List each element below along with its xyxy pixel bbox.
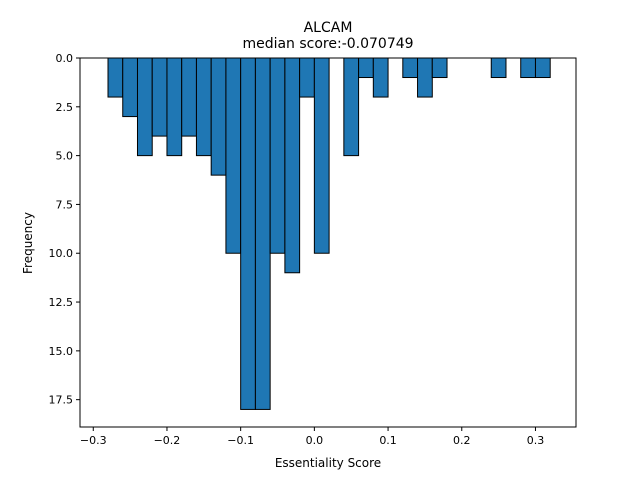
plot-frame — [79, 57, 577, 428]
y-tick-label: 7.5 — [56, 198, 74, 211]
histogram-bar — [490, 57, 507, 79]
histogram-bar — [520, 57, 536, 79]
y-axis-ticks: 0.0 2.5 5.0 7.5 10.0 12.5 15.0 17.5 — [49, 52, 80, 407]
y-tick-label: 12.5 — [49, 296, 74, 309]
histogram-bar — [358, 57, 374, 79]
histogram-bar — [240, 57, 256, 410]
histogram-bar — [181, 57, 197, 137]
histogram-bar — [166, 57, 183, 157]
histogram-bar — [299, 57, 315, 98]
x-tick-label: −0.2 — [154, 434, 181, 447]
histogram-bar — [402, 57, 419, 79]
histogram-bar — [107, 57, 124, 98]
histogram-bar — [122, 57, 138, 118]
histogram-bars — [107, 57, 551, 410]
y-tick-label: 10.0 — [49, 247, 74, 260]
x-tick-label: 0.2 — [453, 434, 471, 447]
histogram-bar — [136, 57, 153, 157]
x-tick-label: 0.1 — [379, 434, 397, 447]
histogram-bar — [225, 57, 242, 254]
y-tick-label: 15.0 — [49, 345, 74, 358]
x-tick-label: −0.1 — [227, 434, 254, 447]
x-axis-ticks: −0.3 −0.2 −0.1 0.0 0.1 0.2 0.3 — [80, 427, 544, 447]
histogram-bar — [372, 57, 389, 98]
histogram-bar — [269, 57, 286, 254]
chart-subtitle: median score:-0.070749 — [242, 36, 413, 52]
histogram-bar — [534, 57, 551, 79]
y-tick-label: 2.5 — [56, 101, 74, 114]
histogram-bar — [254, 57, 271, 410]
x-tick-label: 0.0 — [306, 434, 324, 447]
histogram-bar — [151, 57, 168, 137]
histogram-bar — [417, 57, 433, 98]
histogram-bar — [431, 57, 448, 79]
y-tick-label: 5.0 — [56, 150, 74, 163]
histogram-bar — [343, 57, 360, 157]
histogram-bar — [284, 57, 301, 274]
x-tick-label: −0.3 — [80, 434, 107, 447]
x-tick-label: 0.3 — [527, 434, 545, 447]
chart-title: ALCAM — [304, 20, 353, 36]
x-axis-label: Essentiality Score — [275, 456, 381, 470]
histogram-bar — [313, 57, 330, 254]
y-tick-label: 0.0 — [56, 52, 74, 65]
y-axis-label: Frequency — [21, 212, 35, 274]
y-tick-label: 17.5 — [49, 394, 74, 407]
histogram-bar — [195, 57, 212, 157]
histogram-bar — [210, 57, 227, 176]
